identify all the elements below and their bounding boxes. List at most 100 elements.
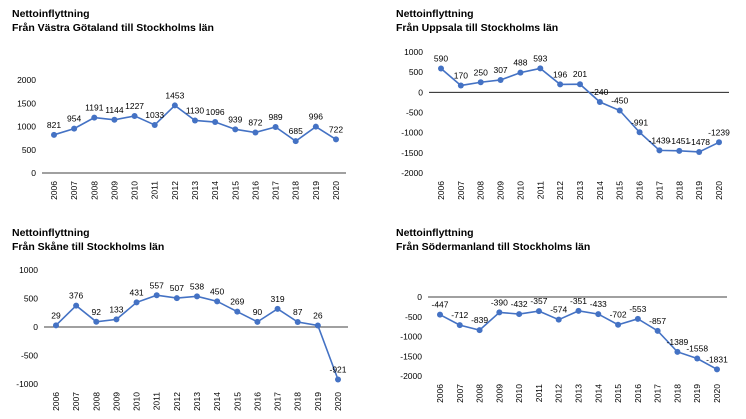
- x-tick-label: 2013: [190, 181, 200, 200]
- x-tick-label: 2017: [653, 384, 663, 403]
- data-point: [694, 355, 701, 362]
- data-label: 1130: [186, 105, 205, 115]
- data-label: -991: [631, 117, 648, 127]
- data-point: [557, 81, 564, 88]
- data-label: 201: [573, 69, 587, 79]
- data-label: -450: [611, 95, 628, 105]
- y-tick-label: -500: [406, 108, 423, 118]
- data-point: [71, 125, 78, 132]
- data-label: 1033: [145, 110, 164, 120]
- x-tick-label: 2017: [273, 392, 283, 411]
- data-point: [153, 292, 160, 299]
- data-label: 1227: [125, 101, 144, 111]
- data-point: [113, 316, 120, 323]
- data-label: 196: [553, 69, 567, 79]
- data-label: 821: [47, 120, 61, 130]
- y-tick-label: 1500: [17, 98, 36, 108]
- data-point: [111, 116, 118, 123]
- data-point: [212, 119, 219, 126]
- data-point: [457, 82, 464, 89]
- data-point: [716, 139, 722, 146]
- x-tick-label: 2008: [89, 181, 99, 200]
- y-tick-label: -2000: [400, 371, 422, 381]
- x-tick-label: 2007: [69, 181, 79, 200]
- data-point: [537, 65, 544, 72]
- data-point: [437, 311, 443, 318]
- data-label: 722: [329, 124, 343, 134]
- data-point: [654, 327, 661, 334]
- data-label: -921: [329, 364, 346, 374]
- y-tick-label: 0: [31, 168, 36, 178]
- data-label: -390: [491, 297, 508, 307]
- data-label: 939: [228, 114, 242, 124]
- x-tick-label: 2017: [271, 181, 281, 200]
- data-label: 319: [270, 294, 284, 304]
- chart-title: Nettoinflyttning: [396, 227, 474, 239]
- x-tick-label: 2007: [456, 181, 466, 200]
- data-label: 450: [210, 286, 224, 296]
- data-point: [615, 321, 622, 328]
- y-tick-label: 1000: [19, 265, 38, 275]
- data-point: [91, 114, 98, 121]
- data-label: 488: [513, 58, 527, 68]
- data-label: 90: [253, 307, 263, 317]
- x-tick-label: 2014: [593, 384, 603, 403]
- data-label: -1389: [667, 337, 689, 347]
- y-tick-label: 500: [22, 145, 36, 155]
- x-tick-label: 2013: [574, 384, 584, 403]
- x-tick-label: 2011: [535, 181, 545, 200]
- x-tick-label: 2010: [130, 181, 140, 200]
- data-point: [674, 348, 681, 355]
- x-tick-label: 2012: [172, 392, 182, 411]
- x-tick-label: 2010: [514, 384, 524, 403]
- x-tick-label: 2019: [694, 181, 704, 200]
- x-tick-label: 2010: [515, 181, 525, 200]
- y-tick-label: 2000: [17, 75, 36, 85]
- data-label: 872: [248, 117, 262, 127]
- data-label: 269: [230, 297, 244, 307]
- x-tick-label: 2016: [252, 392, 262, 411]
- data-label: 1144: [105, 105, 124, 115]
- data-point: [314, 322, 321, 329]
- data-label: -839: [471, 315, 488, 325]
- data-label: 593: [533, 53, 547, 63]
- data-point: [51, 131, 57, 138]
- data-label: 685: [289, 126, 303, 136]
- data-point: [173, 295, 180, 302]
- data-label: 557: [150, 280, 164, 290]
- chart-title: Nettoinflyttning: [12, 227, 90, 239]
- data-label: 538: [190, 281, 204, 291]
- data-point: [535, 308, 542, 315]
- data-label: -357: [530, 296, 547, 306]
- y-tick-label: -1000: [16, 379, 38, 389]
- chart-subtitle: Från Uppsala till Stockholms län: [396, 22, 559, 34]
- data-point: [577, 81, 583, 88]
- data-point: [496, 309, 503, 316]
- data-label: 307: [493, 65, 507, 75]
- x-tick-label: 2016: [635, 181, 645, 200]
- data-point: [133, 299, 140, 306]
- x-tick-label: 2006: [51, 392, 61, 411]
- x-tick-label: 2020: [712, 384, 722, 403]
- x-tick-label: 2020: [714, 181, 724, 200]
- data-point: [456, 322, 463, 329]
- x-tick-label: 2013: [575, 181, 585, 200]
- data-point: [292, 138, 299, 145]
- y-tick-label: 500: [24, 294, 38, 304]
- x-tick-label: 2011: [534, 384, 544, 403]
- x-tick-label: 2006: [49, 181, 59, 200]
- data-label: 1453: [165, 90, 184, 100]
- data-label: 376: [69, 291, 83, 301]
- x-tick-label: 2019: [692, 384, 702, 403]
- x-tick-label: 2009: [109, 181, 119, 200]
- data-label: 92: [92, 307, 102, 317]
- x-tick-label: 2007: [71, 392, 81, 411]
- data-label: -433: [590, 299, 607, 309]
- data-point: [194, 293, 200, 300]
- x-tick-label: 2013: [192, 392, 202, 411]
- y-tick-label: -1000: [401, 128, 423, 138]
- data-point: [214, 298, 221, 305]
- x-tick-label: 2018: [674, 181, 684, 200]
- data-point: [497, 76, 504, 83]
- data-label: 133: [109, 304, 123, 314]
